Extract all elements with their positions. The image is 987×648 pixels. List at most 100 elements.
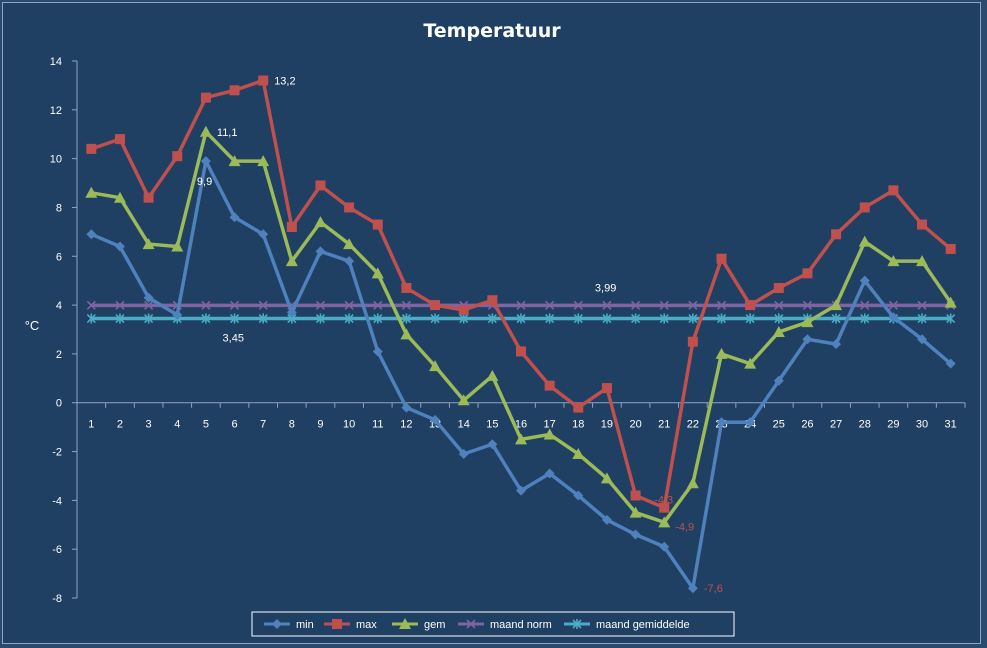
data-point: [659, 313, 669, 324]
data-point: [858, 235, 871, 247]
y-tick-label: 4: [56, 300, 62, 312]
data-point: [917, 300, 927, 310]
legend-label: min: [296, 619, 314, 631]
y-tick-label: 6: [56, 251, 62, 263]
data-point: [631, 300, 641, 310]
data-point: [86, 143, 97, 154]
x-tick-label: 1: [88, 419, 94, 431]
data-point: [257, 155, 270, 167]
data-point: [315, 313, 326, 324]
legend-item-gem: gem: [392, 618, 445, 631]
series-min: [86, 156, 956, 594]
data-point: [831, 339, 842, 350]
legend-item-max: max: [324, 619, 377, 631]
x-tick-label: 22: [687, 419, 699, 431]
x-tick-label: 3: [146, 419, 152, 431]
data-point: [229, 85, 240, 96]
data-point: [286, 221, 297, 232]
data-point: [602, 300, 612, 310]
data-point: [773, 375, 784, 386]
x-tick-label: 6: [231, 419, 237, 431]
x-tick-label: 26: [801, 419, 813, 431]
legend: min max gem maand norm maand gemiddelde: [251, 611, 735, 637]
y-tick-label: 10: [50, 154, 62, 166]
data-label: -4,3: [654, 495, 673, 507]
data-point: [774, 300, 784, 310]
data-point: [142, 238, 155, 250]
data-point: [629, 506, 642, 518]
data-point: [888, 312, 899, 323]
x-tick-label: 8: [289, 419, 295, 431]
legend-label: maand norm: [490, 619, 552, 631]
data-point: [545, 313, 555, 324]
legend-swatch-marker: [272, 619, 282, 629]
data-point: [945, 243, 956, 254]
data-point: [658, 516, 671, 528]
data-point: [745, 313, 755, 324]
data-point: [631, 313, 641, 324]
legend-swatch-marker: [466, 619, 476, 629]
legend-item-maand-norm: maand norm: [458, 619, 552, 631]
x-tick-label: 15: [486, 419, 498, 431]
data-label: 11,1: [217, 127, 238, 139]
legend-label: max: [356, 619, 377, 631]
data-point: [86, 300, 96, 310]
data-point: [459, 313, 469, 324]
data-point: [860, 313, 870, 324]
data-point: [458, 448, 469, 459]
data-point: [600, 472, 613, 484]
data-point: [114, 241, 125, 252]
data-point: [113, 191, 126, 203]
legend-item-min: min: [264, 619, 314, 631]
x-tick-label: 7: [260, 419, 266, 431]
data-point: [344, 313, 354, 324]
data-point: [371, 267, 384, 279]
x-tick-label: 5: [203, 419, 209, 431]
data-point: [659, 502, 670, 513]
data-point: [802, 334, 813, 345]
data-point: [487, 439, 498, 450]
data-point: [201, 300, 211, 310]
data-point: [372, 219, 383, 230]
data-point: [315, 180, 326, 191]
data-point: [630, 490, 641, 501]
data-point: [601, 514, 612, 525]
data-point: [772, 325, 785, 337]
data-point: [344, 202, 355, 213]
data-point: [344, 256, 355, 267]
data-point: [200, 156, 211, 167]
data-point: [314, 216, 327, 228]
data-point: [429, 360, 442, 372]
data-point: [688, 313, 698, 324]
data-point: [373, 313, 383, 324]
x-tick-label: 31: [945, 419, 957, 431]
data-point: [515, 433, 527, 445]
x-tick-label: 29: [887, 419, 899, 431]
data-point: [802, 268, 813, 279]
data-point: [430, 313, 440, 324]
legend-swatch-marker: [572, 619, 582, 629]
data-point: [229, 212, 240, 223]
data-point: [917, 219, 928, 230]
data-point: [401, 313, 411, 324]
data-point: [716, 253, 727, 264]
data-point: [199, 125, 212, 137]
x-tick-label: 16: [515, 419, 527, 431]
data-point: [229, 300, 240, 310]
x-tick-label: 2: [117, 419, 123, 431]
data-point: [487, 313, 497, 324]
data-label: 9,9: [197, 176, 212, 188]
data-point: [946, 313, 956, 324]
data-point: [573, 490, 584, 501]
data-label: -7,6: [704, 583, 723, 595]
data-point: [315, 300, 326, 310]
data-point: [544, 380, 555, 391]
legend-item-maand-gemiddelde: maand gemiddelde: [564, 619, 690, 631]
data-point: [860, 300, 870, 310]
data-point: [401, 283, 412, 294]
x-tick-label: 12: [400, 419, 412, 431]
series-line: [90, 159, 952, 590]
data-point: [373, 300, 383, 310]
data-point: [400, 328, 413, 340]
data-point: [401, 300, 411, 310]
